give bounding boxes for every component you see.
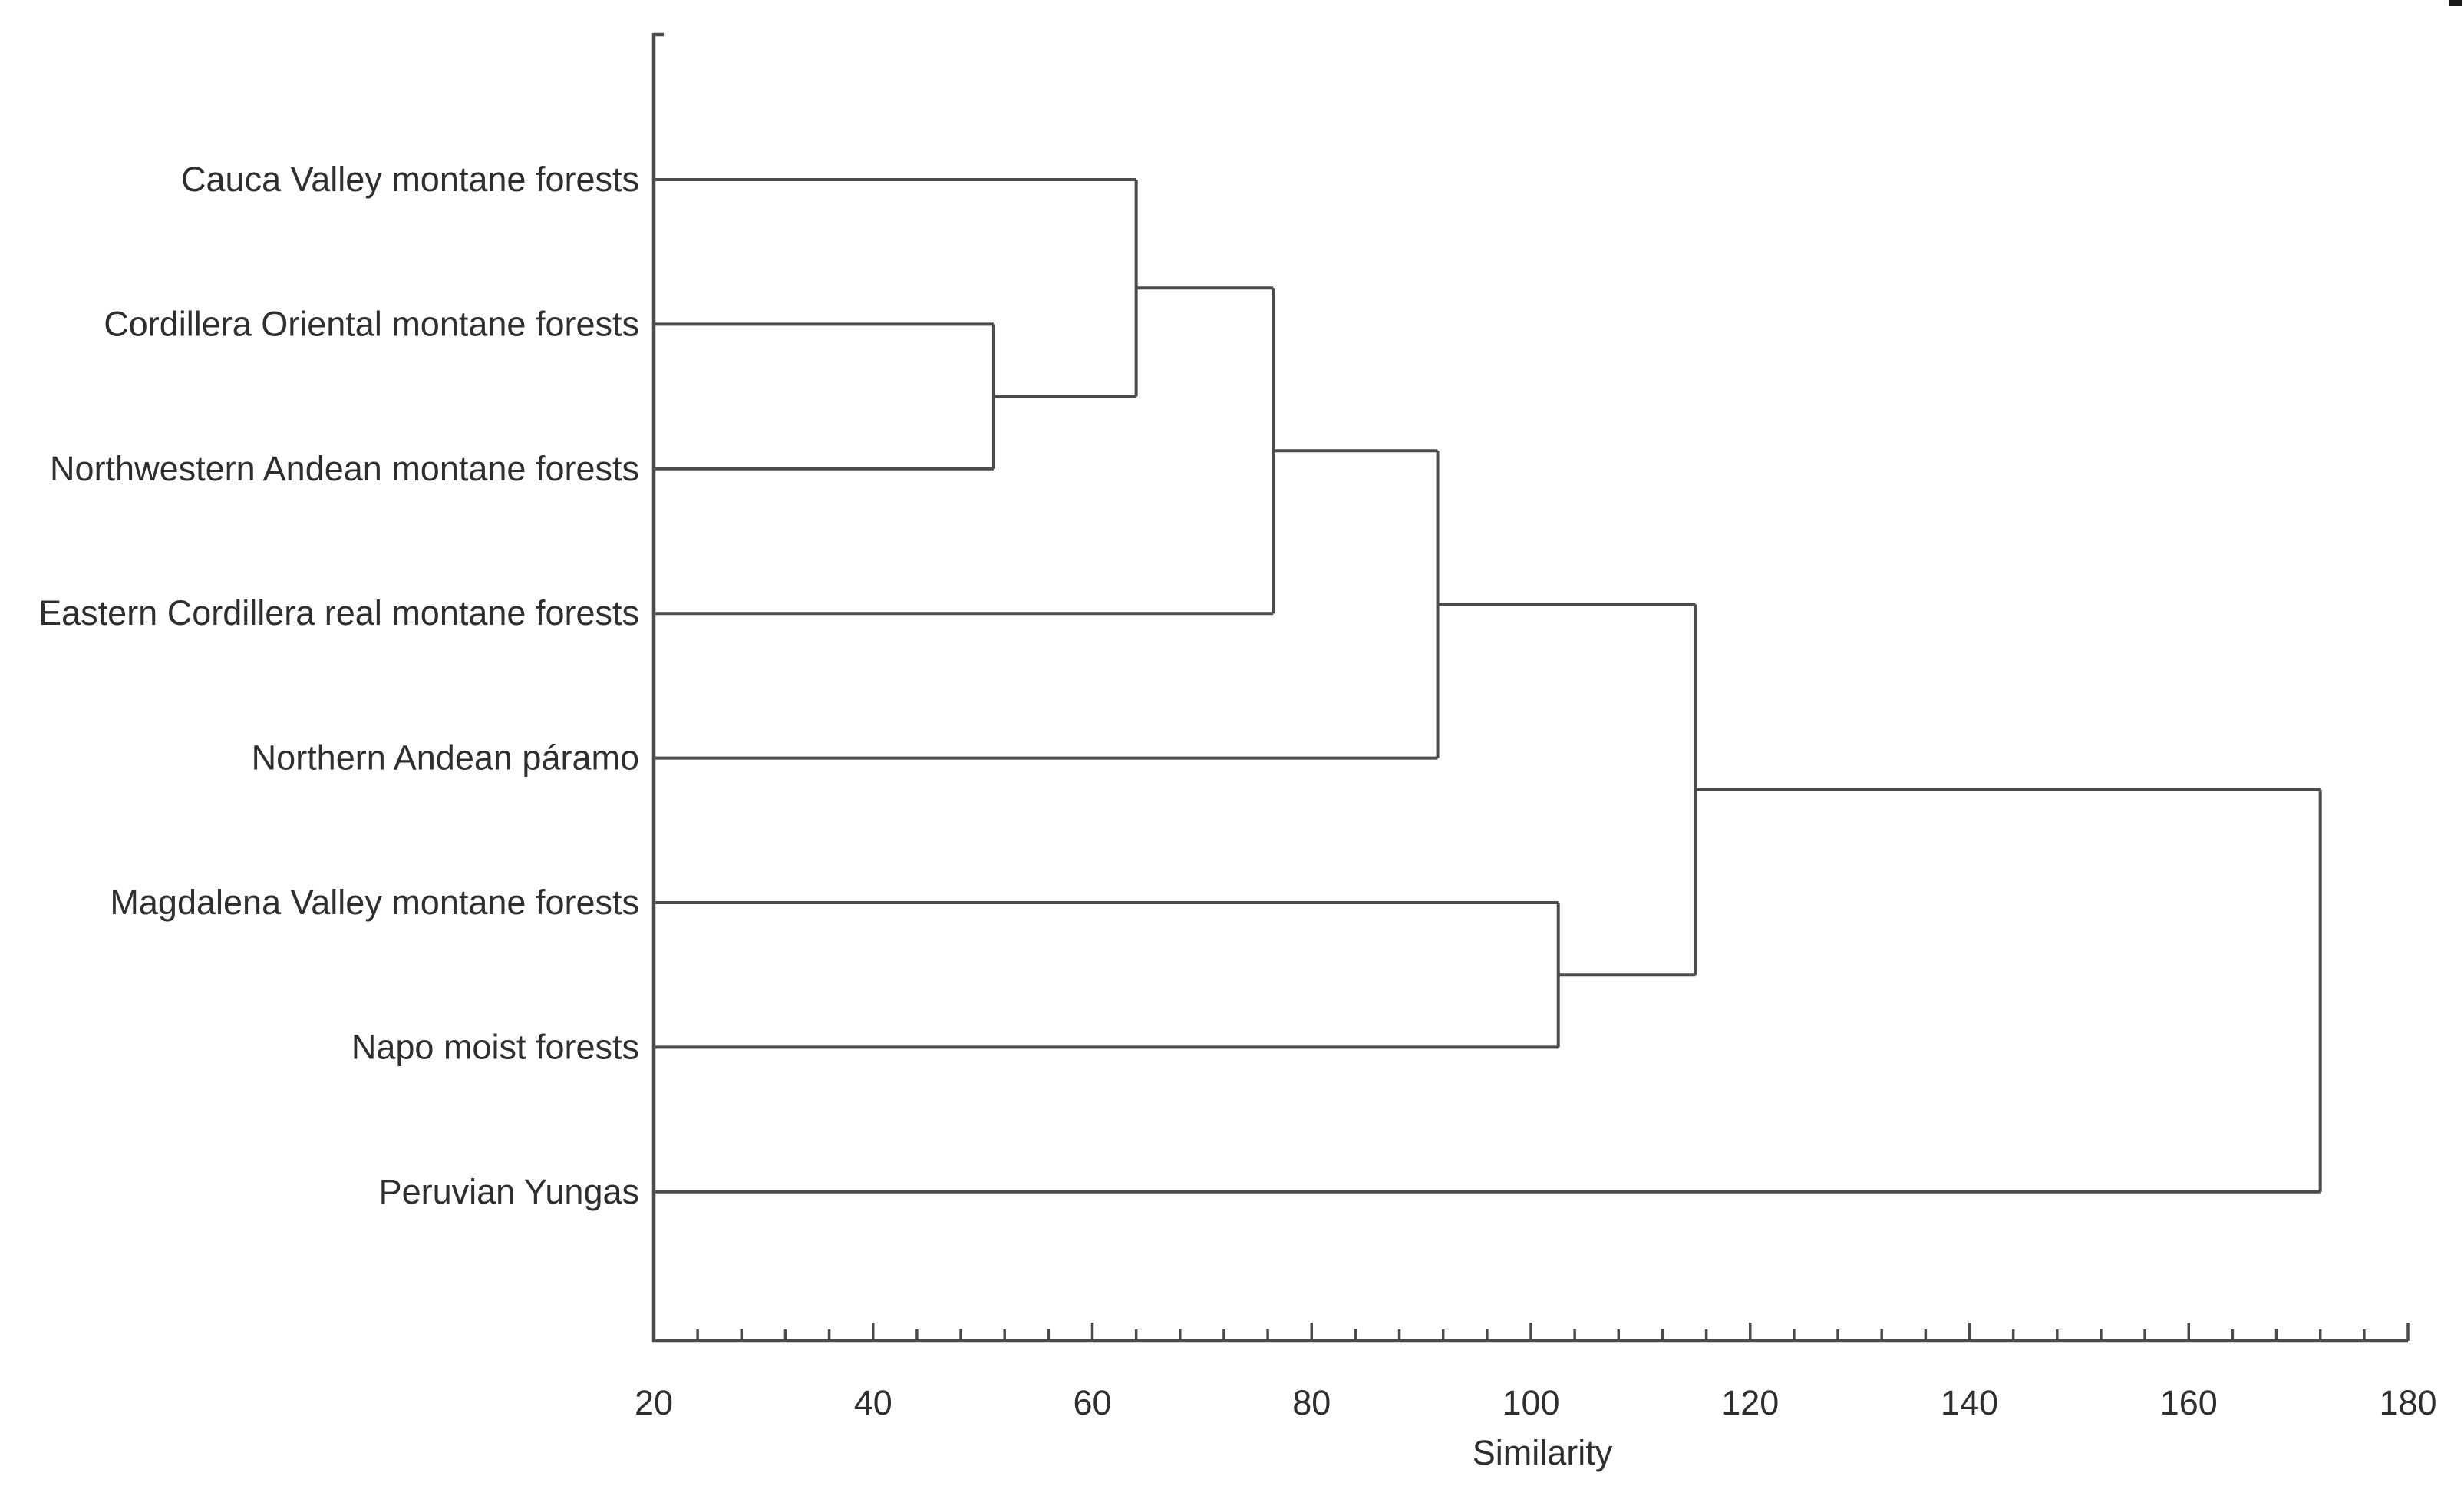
leaf-label: Eastern Cordillera real montane forests bbox=[38, 593, 639, 632]
x-tick-labels: 20 40 60 80 100 120 140 160 180 bbox=[635, 1383, 2437, 1422]
leaf-label: Cauca Valley montane forests bbox=[181, 160, 639, 199]
merge-link bbox=[654, 788, 2322, 1194]
x-tick-label: 180 bbox=[2379, 1383, 2436, 1422]
x-tick-label: 140 bbox=[1941, 1383, 1998, 1422]
leaf-label: Napo moist forests bbox=[351, 1027, 639, 1066]
x-axis bbox=[651, 32, 2410, 1343]
x-tick-label: 100 bbox=[1502, 1383, 1559, 1422]
leaf-label: Magdalena Valley montane forests bbox=[110, 883, 639, 922]
merge-link bbox=[1437, 603, 1697, 977]
merge-link bbox=[654, 286, 1275, 616]
leaf-label: Northern Andean páramo bbox=[252, 738, 639, 778]
x-axis-title: Similarity bbox=[1473, 1433, 1613, 1472]
merge-link bbox=[654, 901, 1560, 1049]
x-tick-label: 120 bbox=[1721, 1383, 1779, 1422]
x-tick-label: 40 bbox=[854, 1383, 892, 1422]
x-tick-label: 160 bbox=[2160, 1383, 2218, 1422]
leaf-labels: Cauca Valley montane forests Cordillera O… bbox=[38, 160, 639, 1211]
tree-lines bbox=[654, 178, 2322, 1194]
leaf-label: Peruvian Yungas bbox=[379, 1172, 639, 1211]
merge-link bbox=[654, 322, 995, 471]
x-tick-label: 20 bbox=[635, 1383, 673, 1422]
x-tick-label: 60 bbox=[1073, 1383, 1111, 1422]
axis-frame bbox=[651, 32, 2408, 1343]
merge-link bbox=[654, 178, 1138, 398]
x-tick-label: 80 bbox=[1292, 1383, 1331, 1422]
corner-artifact bbox=[2449, 0, 2462, 6]
leaf-label: Cordillera Oriental montane forests bbox=[104, 304, 639, 343]
merge-link bbox=[654, 449, 1440, 760]
leaf-label: Northwestern Andean montane forests bbox=[50, 449, 639, 488]
